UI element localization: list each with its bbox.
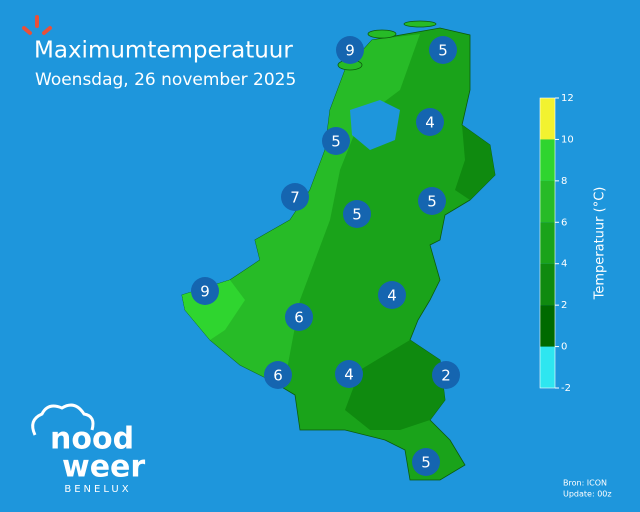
marker-value: 2 — [441, 367, 451, 385]
marker-dot — [281, 183, 309, 211]
colorbar-label: Temperatuur (°C) — [593, 187, 608, 301]
colorbar-tick-label: 2 — [561, 300, 567, 311]
marker-value: 9 — [345, 42, 355, 60]
marker-dot — [343, 200, 371, 228]
marker-dot — [335, 360, 363, 388]
marker-dot — [322, 127, 350, 155]
logo: nood weer BENELUX — [31, 403, 145, 495]
colorbar-segment — [540, 139, 555, 181]
marker-value: 5 — [331, 133, 341, 151]
marker-dot — [336, 36, 364, 64]
marker-value: 4 — [387, 287, 397, 305]
update: Update: 00z — [563, 490, 612, 499]
colorbar-tick-label: 6 — [561, 217, 567, 228]
marker-dot — [264, 361, 292, 389]
marker-dot — [191, 277, 219, 305]
colorbar-tick-label: -2 — [561, 383, 571, 394]
colorbar-tick-label: 12 — [561, 93, 574, 104]
marker-dot — [418, 187, 446, 215]
marker-dot — [378, 281, 406, 309]
colorbar-segment — [540, 346, 555, 388]
marker-dot — [429, 36, 457, 64]
marker-dot — [416, 108, 444, 136]
logo-line1: nood — [50, 422, 134, 457]
markers: 9 5 4 5 7 5 5 9 4 6 6 4 2 5 — [191, 36, 460, 476]
colorbar-segment — [540, 180, 555, 223]
marker-value: 5 — [352, 206, 362, 224]
colorbar-tick-label: 0 — [561, 342, 567, 353]
marker-dot — [432, 361, 460, 389]
colorbar-segment — [540, 305, 555, 347]
marker-value: 5 — [438, 42, 448, 60]
colorbar-segment — [540, 98, 555, 140]
logo-tagline: BENELUX — [64, 484, 131, 495]
title: Maximumtemperatuur — [34, 38, 293, 64]
marker-value: 9 — [200, 283, 210, 301]
marker-value: 4 — [425, 114, 435, 132]
marker-value: 7 — [290, 189, 300, 207]
source: Bron: ICON — [563, 479, 607, 488]
logo-line2: weer — [62, 450, 145, 485]
colorbar-tick-label: 4 — [561, 259, 567, 270]
colorbar-tick-label: 10 — [561, 134, 574, 145]
marker-value: 6 — [273, 367, 283, 385]
colorbar-segment — [540, 263, 555, 306]
marker-value: 5 — [421, 454, 431, 472]
marker-dot — [285, 303, 313, 331]
logo-sparks — [22, 15, 52, 35]
subtitle: Woensdag, 26 november 2025 — [35, 70, 296, 90]
marker-value: 5 — [427, 193, 437, 211]
colorbar: -2 0 2 4 6 8 10 12 — [539, 93, 574, 394]
marker-dot — [412, 448, 440, 476]
marker-value: 4 — [344, 366, 354, 384]
colorbar-tick-label: 8 — [561, 176, 567, 187]
colorbar-frame — [539, 97, 556, 389]
marker-value: 6 — [294, 309, 304, 327]
colorbar-segment — [540, 222, 555, 264]
